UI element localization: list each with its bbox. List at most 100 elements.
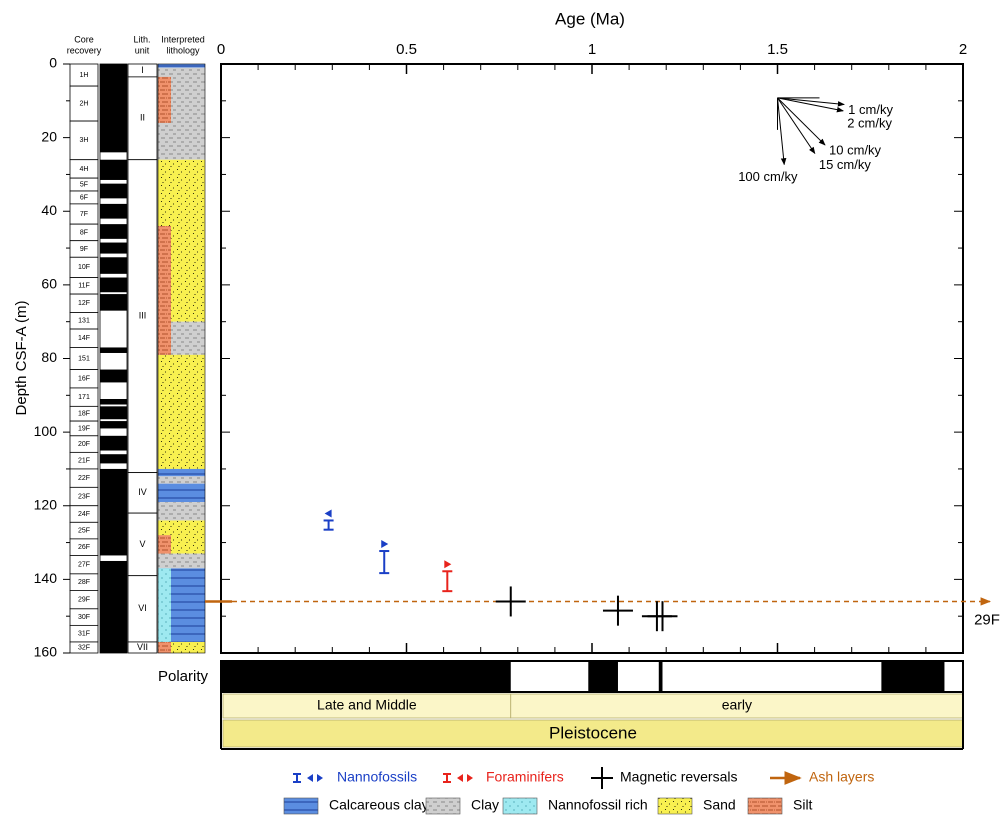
legend-swatch xyxy=(747,797,783,815)
rate-line xyxy=(777,97,816,155)
recovered-interval xyxy=(100,242,127,254)
x-tick-label: 2 xyxy=(959,41,967,58)
epoch xyxy=(222,719,964,748)
legend-swatch xyxy=(657,797,693,815)
datum-arrow xyxy=(324,509,332,518)
lith-unit-label: III xyxy=(139,311,147,321)
lith-unit xyxy=(127,159,158,474)
lithology-strip xyxy=(158,568,171,642)
recovered-interval xyxy=(100,421,127,429)
core-label: 151 xyxy=(78,355,90,362)
lith-unit-label: VI xyxy=(138,603,147,613)
recovered-interval xyxy=(100,224,127,239)
lithology-strip xyxy=(158,76,171,123)
core-label: 28F xyxy=(78,579,90,586)
core-label: 5F xyxy=(80,181,88,188)
legend-symbol xyxy=(467,774,473,782)
legend-label: Foraminifers xyxy=(486,769,564,785)
y-tick-label: 20 xyxy=(41,128,57,144)
core-label: 20F xyxy=(78,441,90,448)
subepoch xyxy=(222,693,512,719)
core-label: 29F xyxy=(78,596,90,603)
lithology-strip xyxy=(158,225,171,355)
core-box xyxy=(69,85,99,122)
legend-label: Magnetic reversals xyxy=(620,769,738,785)
lith-unit xyxy=(127,575,158,643)
polarity-normal xyxy=(588,661,618,692)
lithology-interval xyxy=(158,553,205,569)
core-label: 7F xyxy=(80,211,88,218)
lith-unit-label: VII xyxy=(137,642,148,652)
recovered-interval xyxy=(100,369,127,383)
legend-label: Nannofossil rich xyxy=(548,797,648,813)
y-tick-label: 160 xyxy=(34,644,58,660)
legend-label: Nannofossils xyxy=(337,769,417,785)
core-label: 21F xyxy=(78,457,90,464)
ash-label: 29F xyxy=(974,611,1000,628)
column-header: unit xyxy=(135,45,150,55)
recovered-interval xyxy=(100,277,127,293)
legend-swatch xyxy=(502,797,538,815)
lithology-interval xyxy=(158,64,205,68)
core-label: 26F xyxy=(78,544,90,551)
recovered-interval xyxy=(100,159,127,180)
column-header: Interpreted xyxy=(161,34,205,44)
chart-title: Age (Ma) xyxy=(555,9,625,28)
core-label: 24F xyxy=(78,511,90,518)
polarity-normal xyxy=(881,661,945,692)
core-label: 16F xyxy=(78,376,90,383)
legend-label: Calcareous clay xyxy=(329,797,429,813)
lith-unit-label: I xyxy=(141,65,144,75)
core-label: 30F xyxy=(78,614,90,621)
x-tick-label: 0 xyxy=(217,41,225,58)
recovered-interval xyxy=(100,468,127,556)
core-label: 171 xyxy=(78,394,90,401)
lithology-strip xyxy=(158,641,171,653)
recovered-interval xyxy=(100,294,127,311)
legend-symbol xyxy=(457,774,463,782)
y-tick-label: 140 xyxy=(34,570,58,586)
y-tick-label: 0 xyxy=(49,55,57,71)
datum-arrow xyxy=(444,560,452,569)
core-label: 31F xyxy=(78,631,90,638)
core-label: 23F xyxy=(78,493,90,500)
rate-label: 10 cm/ky xyxy=(829,142,882,157)
core-label: 8F xyxy=(80,229,88,236)
column-header: lithology xyxy=(166,45,200,55)
lithology-interval xyxy=(158,354,205,469)
epoch-label: Pleistocene xyxy=(549,723,637,742)
y-tick-label: 80 xyxy=(41,349,57,365)
core-label: 27F xyxy=(78,561,90,568)
rate-line xyxy=(777,97,826,146)
polarity-normal xyxy=(658,661,663,692)
rate-label: 1 cm/ky xyxy=(848,102,893,117)
recovered-interval xyxy=(100,560,127,653)
lith-unit-label: V xyxy=(139,539,145,549)
polarity-normal xyxy=(221,661,511,692)
core-label: 19F xyxy=(78,425,90,432)
core-label: 4H xyxy=(80,166,89,173)
recovered-interval xyxy=(100,347,127,353)
core-label: 32F xyxy=(78,644,90,651)
core-label: 11F xyxy=(78,283,90,290)
rate-label: 2 cm/ky xyxy=(847,115,892,130)
x-tick-label: 1 xyxy=(588,41,596,58)
legend-label: Ash layers xyxy=(809,769,874,785)
legend-label: Silt xyxy=(793,797,813,813)
core-label: 14F xyxy=(78,335,90,342)
lithology-interval xyxy=(158,476,205,484)
y-tick-label: 40 xyxy=(41,202,57,218)
recovered-interval xyxy=(100,406,127,420)
core-label: 25F xyxy=(78,527,90,534)
legend-symbol xyxy=(317,774,323,782)
subepoch-label: Late and Middle xyxy=(317,697,417,713)
legend-label: Clay xyxy=(471,797,499,813)
datum-arrow xyxy=(381,540,389,549)
rate-label: 15 cm/ky xyxy=(819,157,872,172)
lithology-interval xyxy=(158,502,205,521)
core-label: 12F xyxy=(78,300,90,307)
lithology-interval xyxy=(158,483,205,503)
lith-unit-label: II xyxy=(140,113,145,123)
recovered-interval xyxy=(100,398,127,405)
